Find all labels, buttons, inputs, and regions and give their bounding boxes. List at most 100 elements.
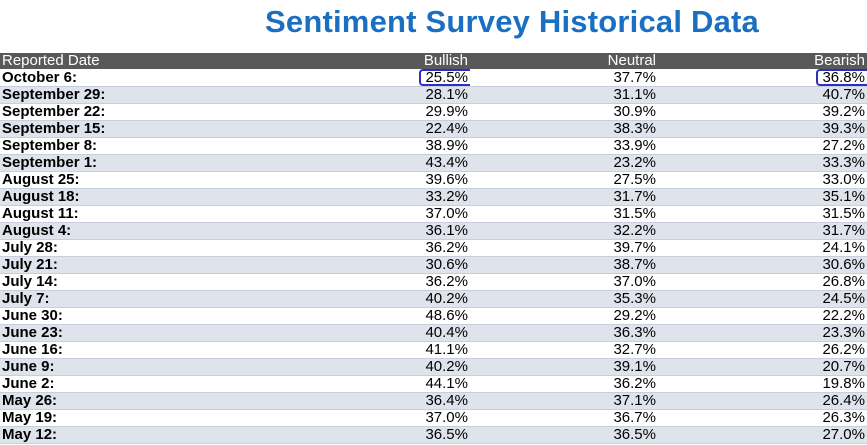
cell-bullish: 41.1% xyxy=(400,341,470,359)
header-neutral: Neutral xyxy=(607,53,656,69)
cell-bearish: 39.3% xyxy=(658,120,867,138)
table-row: June 30: 48.6% 29.2% 22.2% xyxy=(0,307,867,325)
cell-bearish: 35.1% xyxy=(658,188,867,206)
table-row: July 14: 36.2% 37.0% 26.8% xyxy=(0,273,867,291)
table-row: June 9: 40.2% 39.1% 20.7% xyxy=(0,358,867,376)
cell-bullish: 43.4% xyxy=(400,154,470,172)
cell-neutral: 35.3% xyxy=(470,290,658,308)
cell-bullish: 39.6% xyxy=(400,171,470,189)
cell-neutral: 31.5% xyxy=(470,205,658,223)
cell-date: July 28: xyxy=(0,239,400,257)
table-row: July 28: 36.2% 39.7% 24.1% xyxy=(0,239,867,257)
cell-bullish: 44.1% xyxy=(400,375,470,393)
cell-bullish: 48.6% xyxy=(400,307,470,325)
cell-bearish: 31.5% xyxy=(658,205,867,223)
cell-date: September 15: xyxy=(0,120,400,138)
cell-bearish: 23.3% xyxy=(658,324,867,342)
cell-bearish: 26.4% xyxy=(658,392,867,410)
cell-date: August 18: xyxy=(0,188,400,206)
sentiment-table: Reported Date Bullish Neutral Bearish Oc… xyxy=(0,53,867,444)
table-row: August 11: 37.0% 31.5% 31.5% xyxy=(0,205,867,223)
cell-neutral: 38.7% xyxy=(470,256,658,274)
cell-date: July 14: xyxy=(0,273,400,291)
cell-bullish: 30.6% xyxy=(400,256,470,274)
cell-neutral: 36.2% xyxy=(470,375,658,393)
cell-bullish: 40.2% xyxy=(400,290,470,308)
cell-neutral: 32.2% xyxy=(470,222,658,240)
table-row: May 26: 36.4% 37.1% 26.4% xyxy=(0,392,867,410)
header-reported-date: Reported Date xyxy=(2,53,100,69)
cell-neutral: 37.1% xyxy=(470,392,658,410)
cell-neutral: 33.9% xyxy=(470,137,658,155)
cell-date: September 29: xyxy=(0,86,400,104)
cell-date: June 9: xyxy=(0,358,400,376)
cell-bearish: 26.8% xyxy=(658,273,867,291)
cell-date: September 1: xyxy=(0,154,400,172)
cell-neutral: 38.3% xyxy=(470,120,658,138)
cell-neutral: 30.9% xyxy=(470,103,658,121)
cell-bullish: 40.4% xyxy=(400,324,470,342)
cell-neutral: 32.7% xyxy=(470,341,658,359)
highlighted-value: 36.8% xyxy=(816,69,867,86)
cell-bearish: 31.7% xyxy=(658,222,867,240)
cell-neutral: 31.1% xyxy=(470,86,658,104)
cell-bearish: 19.8% xyxy=(658,375,867,393)
cell-bullish: 36.2% xyxy=(400,239,470,257)
cell-bearish: 27.2% xyxy=(658,137,867,155)
cell-bullish: 37.0% xyxy=(400,409,470,427)
cell-bearish: 24.1% xyxy=(658,239,867,257)
cell-neutral: 36.5% xyxy=(470,426,658,444)
header-bearish: Bearish xyxy=(814,53,865,69)
cell-date: June 30: xyxy=(0,307,400,325)
cell-neutral: 27.5% xyxy=(470,171,658,189)
cell-bullish: 37.0% xyxy=(400,205,470,223)
cell-bearish: 40.7% xyxy=(658,86,867,104)
table-row: May 19: 37.0% 36.7% 26.3% xyxy=(0,409,867,427)
table-body: October 6: 25.5% 37.7% 36.8% September 29: 28… xyxy=(0,69,867,444)
cell-bearish: 20.7% xyxy=(658,358,867,376)
table-row: October 6: 25.5% 37.7% 36.8% xyxy=(0,69,867,87)
table-row: September 29: 28.1% 31.1% 40.7% xyxy=(0,86,867,104)
cell-bullish: 40.2% xyxy=(400,358,470,376)
cell-bullish: 38.9% xyxy=(400,137,470,155)
cell-bullish: 36.4% xyxy=(400,392,470,410)
cell-bullish: 29.9% xyxy=(400,103,470,121)
cell-date: June 16: xyxy=(0,341,400,359)
table-row: May 12: 36.5% 36.5% 27.0% xyxy=(0,426,867,444)
cell-bullish: 36.2% xyxy=(400,273,470,291)
cell-date: August 11: xyxy=(0,205,400,223)
cell-neutral: 37.7% xyxy=(470,69,658,87)
cell-neutral: 29.2% xyxy=(470,307,658,325)
cell-bearish: 24.5% xyxy=(658,290,867,308)
cell-bearish: 39.2% xyxy=(658,103,867,121)
cell-bullish: 25.5% xyxy=(400,69,470,87)
cell-bullish: 33.2% xyxy=(400,188,470,206)
cell-neutral: 31.7% xyxy=(470,188,658,206)
cell-neutral: 23.2% xyxy=(470,154,658,172)
table-header-row: Reported Date Bullish Neutral Bearish xyxy=(0,53,867,69)
cell-bullish: 36.1% xyxy=(400,222,470,240)
page-title: Sentiment Survey Historical Data xyxy=(265,4,759,39)
cell-neutral: 39.1% xyxy=(470,358,658,376)
cell-bearish: 30.6% xyxy=(658,256,867,274)
table-row: September 8: 38.9% 33.9% 27.2% xyxy=(0,137,867,155)
table-row: August 25: 39.6% 27.5% 33.0% xyxy=(0,171,867,189)
cell-bearish: 22.2% xyxy=(658,307,867,325)
cell-bullish: 36.5% xyxy=(400,426,470,444)
header-bullish: Bullish xyxy=(423,53,468,69)
table-row: June 23: 40.4% 36.3% 23.3% xyxy=(0,324,867,342)
cell-bearish: 26.2% xyxy=(658,341,867,359)
cell-bearish: 27.0% xyxy=(658,426,867,444)
table-row: September 1: 43.4% 23.2% 33.3% xyxy=(0,154,867,172)
cell-date: August 25: xyxy=(0,171,400,189)
cell-bearish: 26.3% xyxy=(658,409,867,427)
cell-date: June 23: xyxy=(0,324,400,342)
table-row: September 22: 29.9% 30.9% 39.2% xyxy=(0,103,867,121)
table-row: July 21: 30.6% 38.7% 30.6% xyxy=(0,256,867,274)
cell-date: May 19: xyxy=(0,409,400,427)
cell-bearish: 36.8% xyxy=(658,69,867,87)
table-row: August 18: 33.2% 31.7% 35.1% xyxy=(0,188,867,206)
cell-neutral: 37.0% xyxy=(470,273,658,291)
highlighted-value: 25.5% xyxy=(419,69,470,86)
